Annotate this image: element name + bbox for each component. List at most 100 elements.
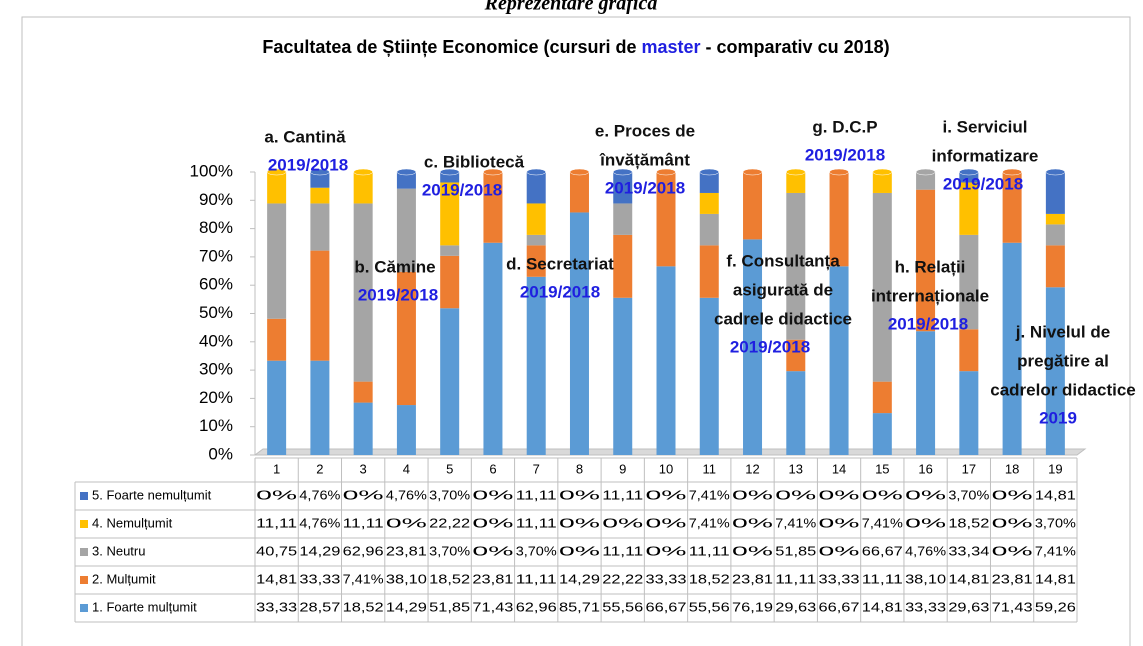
bar-segment xyxy=(310,172,330,188)
y-tick-label: 90% xyxy=(199,190,233,209)
annotation-text: intrernaționale xyxy=(871,286,989,305)
legend-swatch xyxy=(80,548,88,556)
annotation-text: a. Cantină xyxy=(264,127,346,146)
table-value: 51,85 xyxy=(775,543,816,558)
table-value: 18,52 xyxy=(948,515,989,530)
table-value: 0% xyxy=(256,487,298,502)
bar-segment xyxy=(483,172,503,243)
table-value: 0% xyxy=(819,543,861,558)
table-value: 4,76% xyxy=(299,515,340,530)
table-value: 0% xyxy=(992,515,1034,530)
table-value: 7,41% xyxy=(775,515,816,530)
bar-segment xyxy=(267,172,287,204)
bar-segment xyxy=(699,213,719,246)
bar-top xyxy=(266,168,287,176)
annotation-period: 2019 xyxy=(1039,408,1077,427)
table-value: 4,76% xyxy=(299,487,340,502)
x-tick-label: 10 xyxy=(659,461,673,476)
table-value: 0% xyxy=(646,487,688,502)
x-tick-label: 16 xyxy=(918,461,932,476)
legend-label: 1. Foarte mulțumit xyxy=(92,599,197,614)
legend-label: 5. Foarte nemulțumit xyxy=(92,487,212,502)
table-value: 14,29 xyxy=(386,599,427,614)
table-value: 11,11 xyxy=(775,571,816,586)
table-value: 62,96 xyxy=(343,543,384,558)
x-tick-label: 18 xyxy=(1005,461,1019,476)
table-value: 0% xyxy=(472,515,514,530)
table-value: 0% xyxy=(559,487,601,502)
table-value: 7,41% xyxy=(689,487,730,502)
bar-top xyxy=(569,168,590,176)
bar-segment xyxy=(743,172,763,240)
bar-segment xyxy=(1045,245,1065,288)
annotation-period: 2019/2018 xyxy=(358,285,438,304)
table-value: 0% xyxy=(472,487,514,502)
table-value: 11,11 xyxy=(516,571,557,586)
x-tick-label: 19 xyxy=(1048,461,1062,476)
x-tick-label: 2 xyxy=(316,461,323,476)
bar-segment xyxy=(613,297,633,455)
table-value: 4,76% xyxy=(905,543,946,558)
annotation-text: h. Relații xyxy=(895,257,966,276)
bar-segment xyxy=(699,297,719,455)
bar-segment xyxy=(872,413,892,455)
table-value: 33,34 xyxy=(948,543,989,558)
table-value: 33,33 xyxy=(819,571,860,586)
bar-top xyxy=(310,168,330,176)
bar-segment xyxy=(440,245,460,256)
bar-segment xyxy=(959,172,979,183)
legend-swatch xyxy=(80,520,88,528)
legend-label: 4. Nemulțumit xyxy=(92,515,173,530)
bar-segment xyxy=(743,239,763,455)
bar-segment xyxy=(396,405,416,455)
x-tick-label: 4 xyxy=(403,461,410,476)
bar-segment xyxy=(440,308,460,455)
table-value: 7,41% xyxy=(862,515,903,530)
bar-segment xyxy=(440,255,460,309)
bar-segment xyxy=(526,234,546,246)
bar-segment xyxy=(353,172,373,204)
x-tick-label: 12 xyxy=(745,461,759,476)
bar-segment xyxy=(483,242,503,455)
bar-top xyxy=(526,168,546,176)
table-value: 14,81 xyxy=(1035,487,1076,502)
y-tick-label: 20% xyxy=(199,388,233,407)
table-value: 3,70% xyxy=(429,487,470,502)
bar-segment xyxy=(353,402,373,455)
x-tick-label: 13 xyxy=(789,461,803,476)
table-value: 23,81 xyxy=(992,571,1033,586)
chart-title: Facultatea de Științe Economice (cursuri… xyxy=(262,37,889,57)
table-value: 51,85 xyxy=(429,599,470,614)
annotation-period: 2019/2018 xyxy=(943,174,1023,193)
legend-label: 2. Mulțumit xyxy=(92,571,156,586)
table-value: 0% xyxy=(646,543,688,558)
table-value: 29,63 xyxy=(948,599,989,614)
y-tick-label: 30% xyxy=(199,360,233,379)
table-value: 0% xyxy=(905,515,947,530)
bar-segment xyxy=(916,331,936,455)
bar-top xyxy=(786,168,806,176)
annotation-period: 2019/2018 xyxy=(268,155,348,174)
table-value: 66,67 xyxy=(646,599,687,614)
bar-segment xyxy=(916,189,936,332)
table-value: 0% xyxy=(646,515,688,530)
title-part: - comparativ cu 2018) xyxy=(701,37,890,57)
bar-segment xyxy=(656,172,676,267)
table-value: 76,19 xyxy=(732,599,773,614)
table-value: 4,76% xyxy=(386,487,427,502)
annotation-period: 2019/2018 xyxy=(520,282,600,301)
annotation-text: asigurată de xyxy=(733,280,833,299)
bar-segment xyxy=(829,172,849,267)
table-value: 23,81 xyxy=(732,571,773,586)
bar-segment xyxy=(526,245,546,277)
annotation-text: j. Nivelul de xyxy=(1015,322,1110,341)
table-value: 0% xyxy=(472,543,514,558)
bar-top xyxy=(699,168,720,176)
table-value: 11,11 xyxy=(862,571,903,586)
legend-swatch xyxy=(80,604,88,612)
bar-segment xyxy=(440,172,460,183)
table-value: 0% xyxy=(775,487,817,502)
x-tick-label: 11 xyxy=(703,461,717,476)
bar-segment xyxy=(613,172,633,204)
bar-segment xyxy=(396,188,416,272)
